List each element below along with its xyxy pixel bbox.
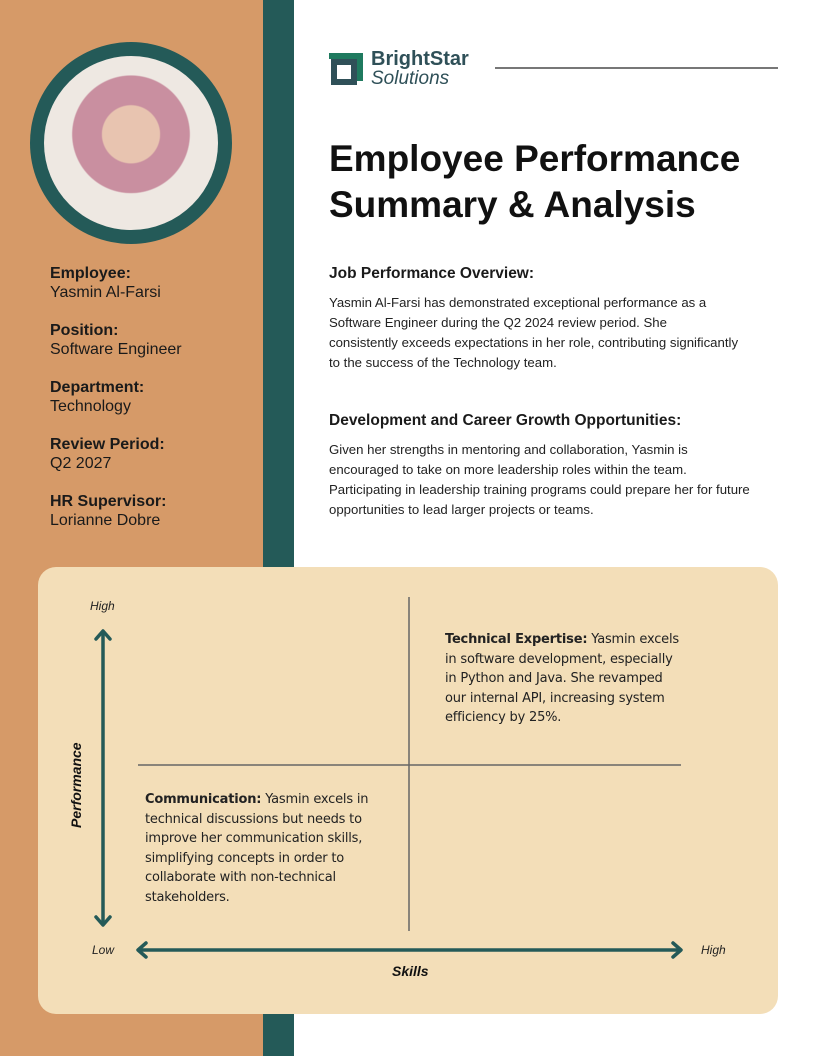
axis-low: Low xyxy=(92,943,115,957)
section-heading: Development and Career Growth Opportunit… xyxy=(329,412,682,429)
logo-mark-icon xyxy=(329,52,363,85)
info-value: Q2 2027 xyxy=(50,455,112,472)
employee-photo xyxy=(30,42,232,244)
y-axis-label: Performance xyxy=(68,742,84,828)
section-heading: Job Performance Overview: xyxy=(329,265,535,282)
quadrant-technical-expertise: Technical Expertise: Yasmin excels in so… xyxy=(445,630,685,728)
info-label: HR Supervisor: xyxy=(50,493,167,510)
info-label: Department: xyxy=(50,379,145,396)
info-value: Lorianne Dobre xyxy=(50,512,161,529)
info-label: Employee: xyxy=(50,265,131,282)
x-axis-label: Skills xyxy=(392,963,429,979)
header-divider xyxy=(495,67,778,69)
brand-name: BrightStar xyxy=(371,48,469,70)
y-axis-high: High xyxy=(90,599,115,613)
quadrant-body: Yasmin excels in technical discussions b… xyxy=(145,792,369,905)
info-value: Technology xyxy=(50,398,131,415)
page-title: Employee Performance Summary & Analysis xyxy=(329,138,741,225)
quadrant-title: Technical Expertise: xyxy=(445,632,588,647)
info-label: Review Period: xyxy=(50,436,165,453)
x-axis-high: High xyxy=(701,943,726,957)
section-job-performance: Job Performance Overview: Yasmin Al-Fars… xyxy=(329,265,769,373)
company-logo: BrightStar Solutions xyxy=(329,49,469,88)
quadrant-body: Yasmin excels in software development, e… xyxy=(445,632,679,725)
section-development: Development and Career Growth Opportunit… xyxy=(329,412,769,520)
quadrant-communication: Communication: Yasmin excels in technica… xyxy=(145,790,385,907)
info-hr-supervisor: HR Supervisor: Lorianne Dobre xyxy=(50,492,250,530)
quadrant-title: Communication: xyxy=(145,792,262,807)
info-value: Software Engineer xyxy=(50,341,182,358)
info-employee: Employee: Yasmin Al-Farsi xyxy=(50,264,250,302)
info-value: Yasmin Al-Farsi xyxy=(50,284,161,301)
info-label: Position: xyxy=(50,322,119,339)
info-review-period: Review Period: Q2 2027 xyxy=(50,435,250,473)
brand-tagline: Solutions xyxy=(371,68,450,89)
skills-performance-matrix xyxy=(38,567,778,1014)
employee-info: Employee: Yasmin Al-Farsi Position: Softwa… xyxy=(50,264,250,549)
section-body: Yasmin Al-Farsi has demonstrated excepti… xyxy=(329,295,739,370)
avatar xyxy=(44,56,218,230)
info-position: Position: Software Engineer xyxy=(50,321,250,359)
info-department: Department: Technology xyxy=(50,378,250,416)
section-body: Given her strengths in mentoring and col… xyxy=(329,442,750,517)
